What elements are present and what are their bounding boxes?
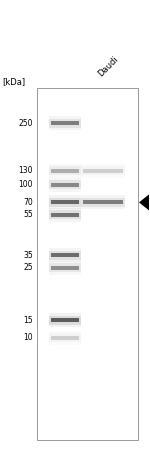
Bar (49, 263, 81, 272)
Text: 55: 55 (23, 210, 33, 219)
Bar (49, 248, 81, 262)
Polygon shape (139, 194, 149, 210)
Bar (49, 331, 81, 345)
Bar (51, 336, 79, 340)
Bar (49, 181, 81, 189)
Text: 25: 25 (23, 263, 33, 272)
Bar (81, 166, 125, 175)
Bar (51, 201, 79, 204)
Bar (49, 196, 81, 209)
Bar (49, 251, 81, 260)
Text: 130: 130 (18, 166, 33, 175)
Text: 250: 250 (18, 119, 33, 128)
Bar (51, 121, 79, 125)
Bar (49, 178, 81, 192)
Bar (49, 116, 81, 130)
Bar (83, 169, 123, 173)
Text: [kDa]: [kDa] (2, 78, 25, 86)
Text: 70: 70 (23, 198, 33, 207)
Bar (51, 266, 79, 270)
Bar (51, 183, 79, 187)
Bar (49, 164, 81, 178)
Bar (81, 198, 125, 207)
Bar (49, 119, 81, 128)
Text: Daudi: Daudi (97, 54, 120, 78)
Text: 10: 10 (23, 334, 33, 342)
Text: 15: 15 (23, 316, 33, 325)
Bar (49, 208, 81, 222)
Bar (81, 196, 125, 209)
Bar (49, 198, 81, 207)
Bar (51, 213, 79, 217)
Bar (51, 319, 79, 322)
Bar (81, 164, 125, 178)
Text: 100: 100 (18, 181, 33, 189)
Bar (49, 334, 81, 342)
Bar (83, 201, 123, 204)
Bar (37, 88, 138, 440)
Bar (49, 210, 81, 219)
Bar (49, 260, 81, 275)
Bar (51, 253, 79, 257)
Text: 35: 35 (23, 251, 33, 260)
Bar (51, 169, 79, 173)
Bar (49, 314, 81, 327)
Bar (49, 316, 81, 325)
Bar (49, 166, 81, 175)
